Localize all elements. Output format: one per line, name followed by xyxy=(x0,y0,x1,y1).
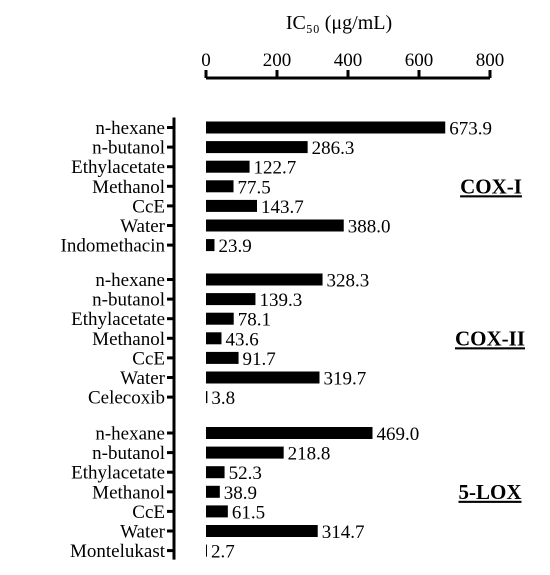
category-label: n-butanol xyxy=(92,138,165,159)
value-label: 91.7 xyxy=(243,349,276,370)
category-label: n-hexane xyxy=(95,270,165,291)
bar xyxy=(206,332,222,345)
bar xyxy=(206,199,258,212)
category-label: Indomethacin xyxy=(61,236,166,257)
bar xyxy=(206,544,207,557)
labels: n-hexane 673.9 n-butanol 286.3 Ethylacetate 1… xyxy=(61,118,525,563)
bar xyxy=(206,371,320,384)
value-label: 2.7 xyxy=(211,542,235,563)
category-label: Methanol xyxy=(92,482,165,503)
bar xyxy=(206,293,256,306)
value-label: 61.5 xyxy=(232,502,265,523)
bar xyxy=(206,525,318,537)
value-label: 143.7 xyxy=(261,197,304,218)
bar xyxy=(206,446,284,459)
value-label: 286.3 xyxy=(312,138,355,159)
x-tick-label: 600 xyxy=(405,50,434,71)
category-label: CcE xyxy=(132,196,165,217)
group-label: COX-II xyxy=(455,326,525,350)
category-label: CcE xyxy=(132,348,165,369)
value-label: 78.1 xyxy=(238,310,271,331)
category-label: n-hexane xyxy=(95,118,165,139)
value-label: 77.5 xyxy=(238,177,271,198)
y-axis xyxy=(167,117,176,560)
value-label: 469.0 xyxy=(376,424,419,445)
bar xyxy=(206,351,239,364)
bar xyxy=(206,427,373,439)
x-axis: 0 200 400 600 800 xyxy=(201,50,505,80)
value-label: 314.7 xyxy=(322,522,365,543)
category-label: Methanol xyxy=(92,329,165,350)
bar xyxy=(206,239,215,252)
category-label: n-butanol xyxy=(92,290,165,311)
bar xyxy=(206,219,344,232)
bar xyxy=(206,180,234,193)
category-label: Ethylacetate xyxy=(71,157,165,178)
category-label: CcE xyxy=(132,502,165,523)
bar xyxy=(206,141,308,154)
bar xyxy=(206,312,234,325)
bar xyxy=(206,160,250,173)
category-label: Celecoxib xyxy=(88,388,165,409)
category-label: Methanol xyxy=(92,177,165,198)
value-label: 52.3 xyxy=(229,463,262,484)
value-label: 3.8 xyxy=(211,388,235,409)
category-label: Water xyxy=(120,216,166,237)
value-label: 388.0 xyxy=(348,217,391,238)
x-axis-title: IC₅₀ (μg/mL) xyxy=(286,12,392,34)
bar xyxy=(206,391,208,404)
group-label: COX-I xyxy=(460,174,522,198)
value-label: 23.9 xyxy=(218,236,251,257)
category-label: Water xyxy=(120,368,166,389)
value-label: 673.9 xyxy=(449,119,492,140)
category-label: Water xyxy=(120,522,166,543)
bar xyxy=(206,466,225,479)
x-tick-label: 400 xyxy=(334,50,363,71)
value-label: 43.6 xyxy=(225,329,258,350)
value-label: 319.7 xyxy=(323,369,366,390)
x-tick-label: 200 xyxy=(263,50,292,71)
group-label: 5-LOX xyxy=(459,480,522,504)
value-label: 328.3 xyxy=(327,271,370,292)
category-label: Montelukast xyxy=(70,541,166,562)
category-label: n-butanol xyxy=(92,443,165,464)
value-label: 139.3 xyxy=(259,290,302,311)
x-tick-label: 800 xyxy=(476,50,505,71)
value-label: 122.7 xyxy=(254,158,297,179)
bar xyxy=(206,485,220,498)
bar xyxy=(206,273,323,286)
bars xyxy=(206,121,446,557)
x-tick-label: 0 xyxy=(201,50,211,71)
category-label: n-hexane xyxy=(95,424,165,445)
category-label: Ethylacetate xyxy=(71,309,165,330)
category-label: Ethylacetate xyxy=(71,463,165,484)
bar xyxy=(206,505,228,518)
value-label: 218.8 xyxy=(288,444,331,465)
bar xyxy=(206,121,446,134)
value-label: 38.9 xyxy=(224,483,257,504)
